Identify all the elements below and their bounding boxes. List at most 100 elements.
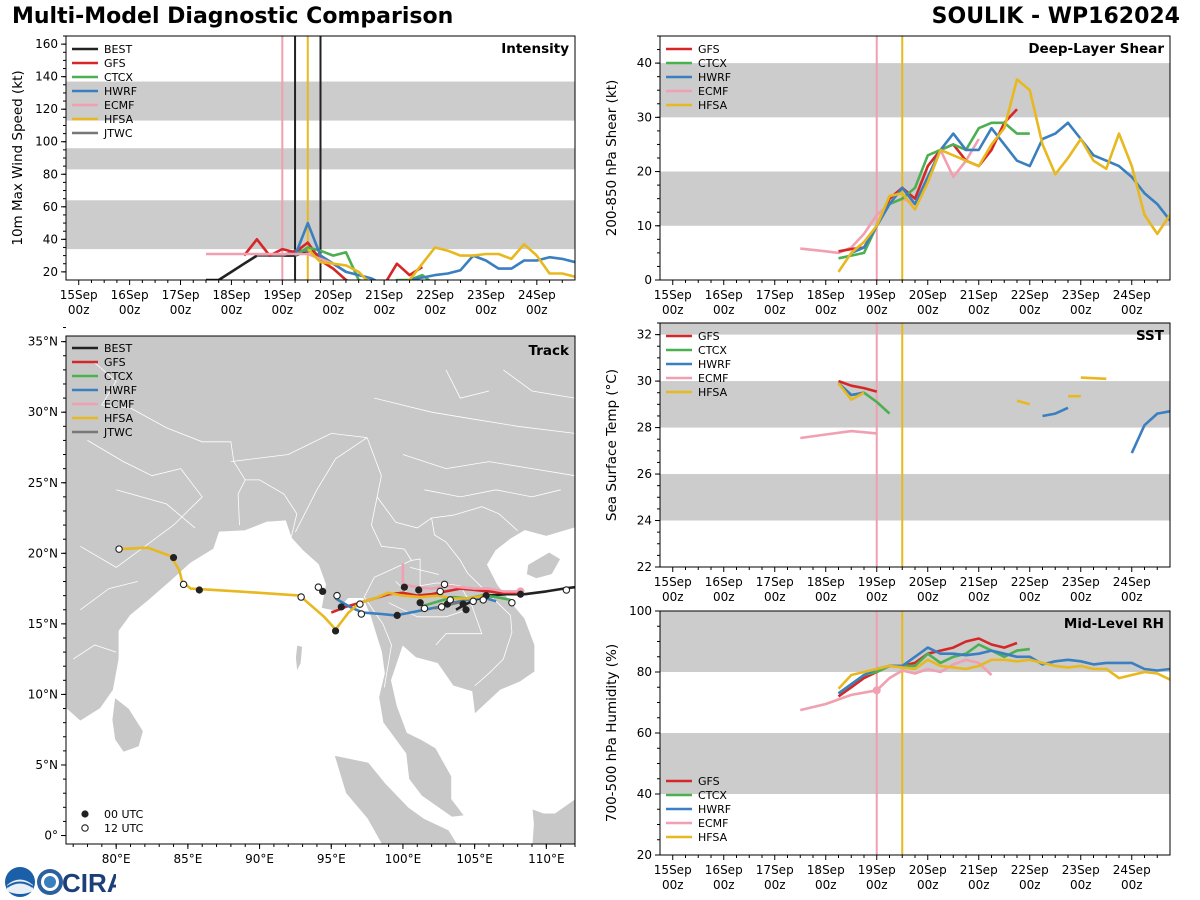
track-point-00utc: [416, 599, 424, 607]
x-tick-date: 15Sep: [654, 288, 692, 302]
legend-label-hwrf: HWRF: [104, 384, 137, 397]
y-tick-label: 24: [637, 514, 652, 528]
x-tick-date: 23Sep: [1062, 288, 1100, 302]
series-gfs-line: [838, 379, 878, 393]
x-tick-date: 19Sep: [858, 288, 896, 302]
panel-shear: 01020304015Sep00z16Sep00z17Sep00z18Sep00…: [604, 35, 1171, 317]
border-line: [94, 362, 131, 409]
track-point-00utc: [462, 606, 470, 614]
y-tick-label: 20: [637, 165, 652, 179]
x-tick-hour: 00z: [68, 303, 90, 317]
x-tick-hour: 00z: [272, 303, 294, 317]
panel-title: Track: [529, 343, 570, 359]
x-tick-date: 23Sep: [1062, 863, 1100, 877]
series-hfsa-line: [1080, 376, 1107, 381]
legend-label-12utc: 12 UTC: [104, 822, 144, 835]
track-point-12utc: [436, 587, 444, 596]
y-tick-label: 20°N: [28, 546, 58, 560]
track-point-00utc: [516, 590, 525, 598]
legend-label-hfsa: HFSA: [698, 99, 728, 112]
series-ctcx-line: [837, 643, 1030, 695]
legend-label-ecmf: ECMF: [104, 99, 134, 112]
borneo: [531, 798, 575, 844]
series-hfsa-line: [837, 658, 1170, 690]
track-point-12utc: [469, 597, 477, 606]
series-hfsa-line: [837, 78, 1170, 273]
x-tick-date: 15Sep: [654, 863, 692, 877]
y-tick-label: 20: [637, 848, 652, 862]
legend-marker-00utc: [81, 810, 89, 818]
y-axis-label: Sea Surface Temp (°C): [604, 369, 620, 521]
track-point-12utc: [440, 580, 449, 589]
x-tick-date: 21Sep: [365, 288, 403, 302]
x-tick-hour: 00z: [1070, 878, 1092, 892]
x-tick-hour: 00z: [968, 590, 990, 604]
panel-title: Mid-Level RH: [1064, 616, 1164, 632]
y-tick-label: 30: [637, 374, 652, 388]
series-group: [206, 221, 575, 280]
border-line: [410, 567, 439, 575]
x-tick-date: 17Sep: [756, 575, 794, 589]
x-tick-hour: 00z: [170, 303, 192, 317]
x-tick-hour: 00z: [866, 303, 888, 317]
y-tick-label: 32: [637, 328, 652, 342]
track-point-00utc: [195, 586, 203, 594]
y-tick-label: 0: [644, 273, 652, 287]
x-tick-date: 21Sep: [960, 863, 998, 877]
x-tick-label: 105°E: [456, 852, 493, 866]
legend-label-ctcx: CTCX: [698, 344, 727, 357]
series-ecmf-line: [206, 252, 334, 265]
border-line: [80, 524, 174, 568]
x-tick-date: 18Sep: [212, 288, 250, 302]
series-hfsa-line: [837, 382, 865, 402]
y-tick-label: 5°N: [35, 758, 58, 772]
x-tick-label: 95°E: [317, 852, 346, 866]
y-tick-label: 0°: [44, 829, 58, 843]
track-point-00utc: [459, 600, 467, 608]
x-tick-date: 20Sep: [909, 575, 947, 589]
series-group: [799, 637, 1170, 712]
x-tick-date: 16Sep: [111, 288, 149, 302]
y-tick-label: 80: [637, 665, 652, 679]
x-tick-hour: 00z: [373, 303, 395, 317]
legend-label-hfsa: HFSA: [104, 412, 134, 425]
track-point-12utc: [437, 603, 446, 611]
x-tick-hour: 00z: [917, 878, 939, 892]
y-tick-label: 160: [35, 37, 58, 51]
track-ecmf-line: [401, 563, 521, 593]
x-tick-date: 22Sep: [1011, 288, 1049, 302]
track-point-12utc: [479, 596, 487, 604]
x-tick-hour: 00z: [119, 303, 141, 317]
x-tick-hour: 00z: [1121, 878, 1143, 892]
x-tick-date: 23Sep: [467, 288, 505, 302]
legend-label-ecmf: ECMF: [698, 85, 728, 98]
x-tick-date: 24Sep: [518, 288, 556, 302]
asia-mainland: [66, 336, 575, 818]
panel-title: Intensity: [501, 41, 569, 57]
x-tick-date: 20Sep: [314, 288, 352, 302]
y-tick-label: 30: [637, 110, 652, 124]
series-hwrf-line: [850, 121, 1170, 255]
series-group: [800, 78, 1170, 273]
x-tick-hour: 00z: [1121, 303, 1143, 317]
shading-band: [660, 63, 1170, 118]
track-point-00utc: [331, 627, 340, 635]
border-line: [374, 397, 575, 434]
x-tick-date: 19Sep: [858, 575, 896, 589]
track-point-00utc: [400, 583, 408, 591]
x-tick-date: 22Sep: [1011, 863, 1049, 877]
x-tick-hour: 00z: [1019, 303, 1041, 317]
border-line: [445, 369, 490, 399]
x-tick-date: 17Sep: [162, 288, 200, 302]
track-point-12utc: [179, 580, 188, 589]
x-tick-date: 22Sep: [1011, 575, 1049, 589]
x-tick-date: 16Sep: [705, 575, 743, 589]
series-hfsa-line: [1016, 399, 1031, 406]
x-tick-hour: 00z: [221, 303, 243, 317]
ecmf-marker: [872, 686, 881, 695]
y-tick-label: 100: [629, 604, 652, 618]
